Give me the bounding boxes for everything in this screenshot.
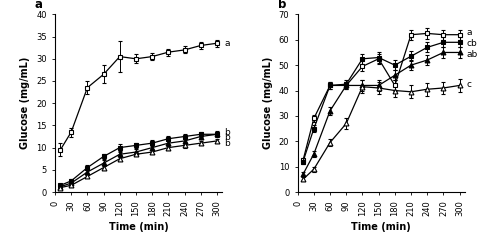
Y-axis label: Glucose (mg/mL): Glucose (mg/mL) — [20, 57, 30, 149]
Text: cb: cb — [466, 39, 477, 48]
Text: ab: ab — [466, 50, 478, 60]
Text: b: b — [224, 128, 230, 137]
X-axis label: Time (min): Time (min) — [109, 222, 168, 232]
Y-axis label: Glucose (mg/mL): Glucose (mg/mL) — [263, 57, 273, 149]
Text: a: a — [35, 0, 43, 11]
Text: b: b — [224, 133, 230, 142]
Text: c: c — [466, 80, 471, 89]
Text: b: b — [224, 139, 230, 148]
Text: b: b — [278, 0, 286, 11]
Text: a: a — [224, 39, 230, 48]
X-axis label: Time (min): Time (min) — [352, 222, 411, 232]
Text: a: a — [466, 28, 472, 37]
